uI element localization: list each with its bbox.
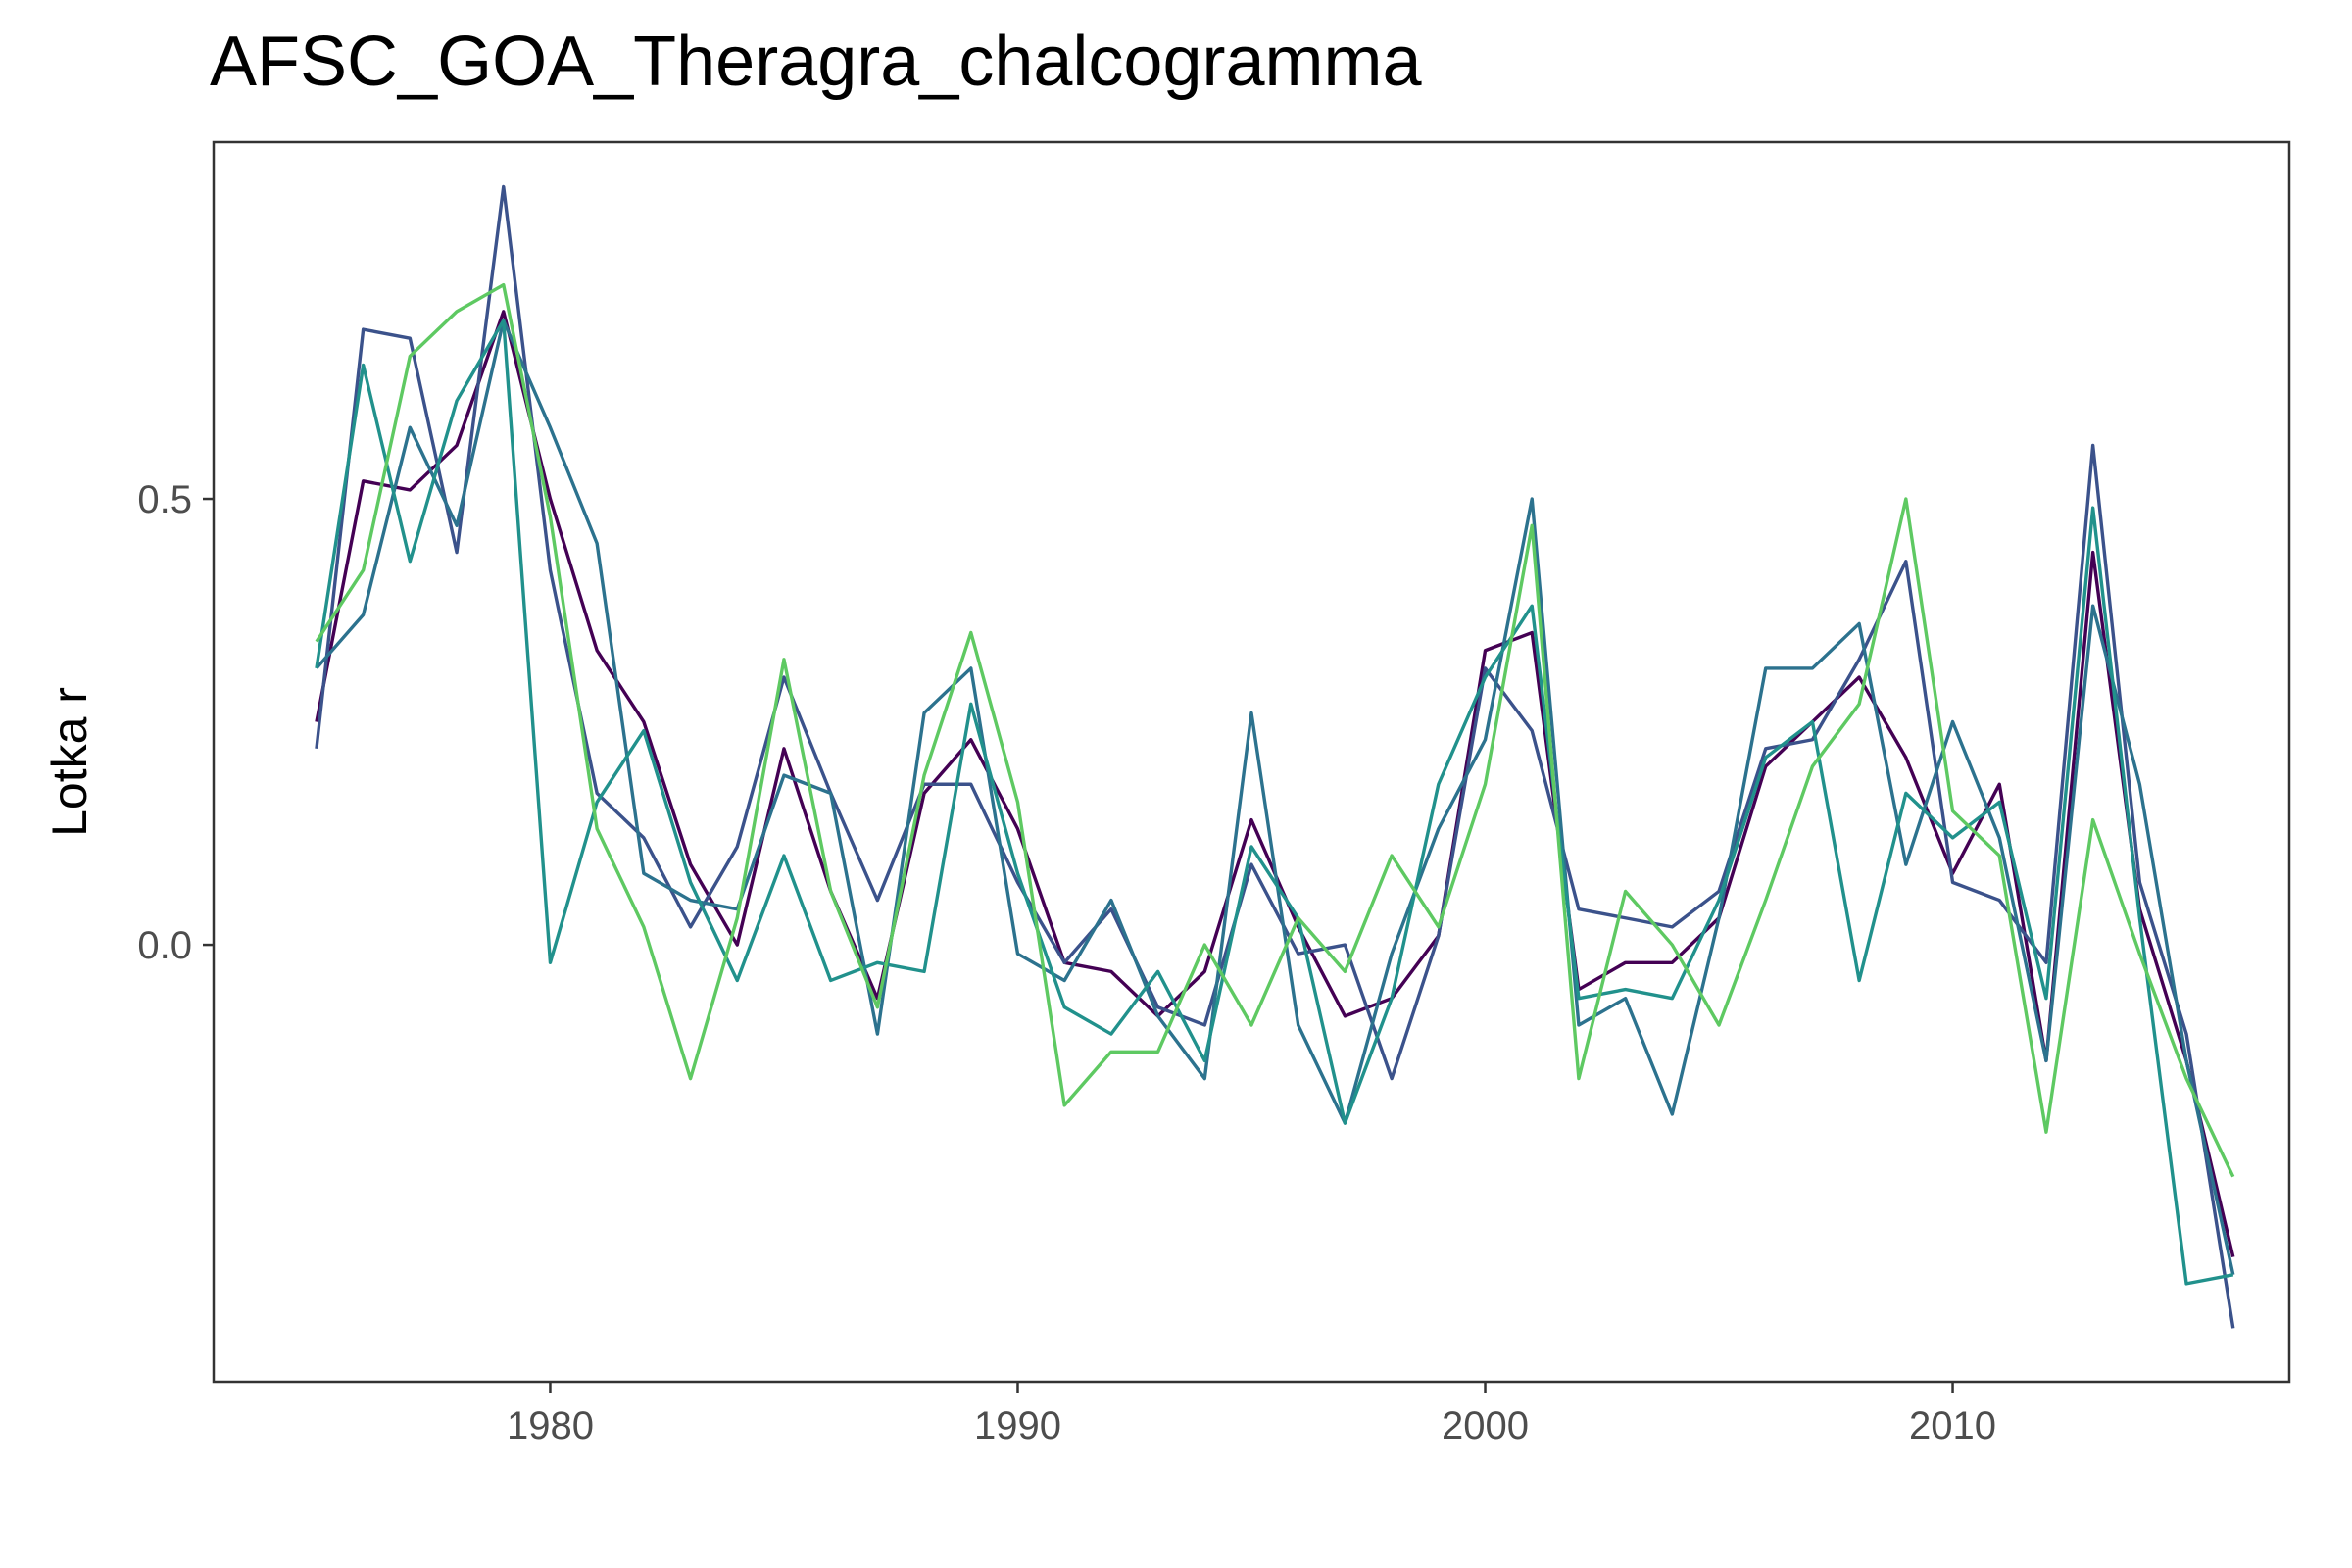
x-tick-label: 2000 — [1442, 1404, 1529, 1447]
series-line-5 — [315, 282, 2235, 1178]
axes-layer: 1980 1990 2000 2010 0.0 0.5 — [137, 478, 1996, 1447]
x-tick-label: 2010 — [1909, 1404, 1996, 1447]
y-axis-title: Lotka r — [42, 687, 97, 837]
series-line-2 — [315, 184, 2235, 1329]
y-tick-label: 0.0 — [137, 924, 192, 967]
plot-panel-border — [212, 140, 2291, 1384]
y-tick-label: 0.5 — [137, 478, 192, 521]
x-tick-label: 1990 — [974, 1404, 1061, 1447]
chart-title: AFSC_GOA_Theragra_chalcogramma — [210, 23, 1422, 101]
series-line-3 — [315, 318, 2235, 1276]
series-line-1 — [315, 310, 2235, 1257]
x-tick-label: 1980 — [507, 1404, 594, 1447]
series-layer — [315, 184, 2235, 1329]
series-line-4 — [315, 318, 2234, 1286]
